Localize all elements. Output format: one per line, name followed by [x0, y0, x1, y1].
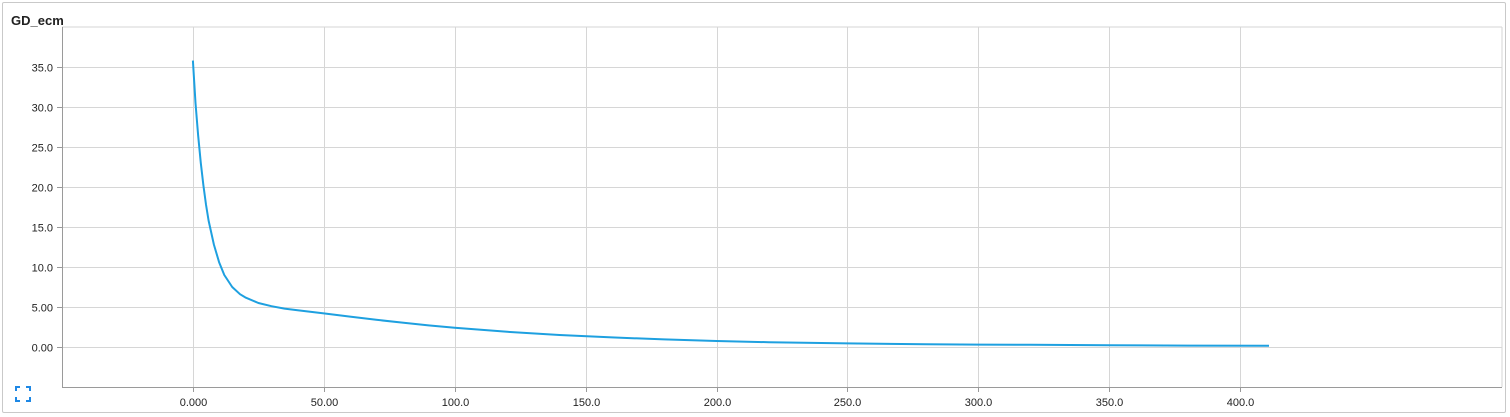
y-tick-label: 5.00	[32, 303, 53, 315]
y-tick-labels: 0.00 5.00 10.0 15.0 20.0 25.0 30.0 35.0	[32, 63, 53, 355]
y-tick-label: 35.0	[32, 63, 53, 75]
x-tick-label: 150.0	[573, 397, 601, 409]
x-tick-labels: 0.000 50.00 100.0 150.0 200.0 250.0 300.0 350.0…	[180, 397, 1255, 409]
fullscreen-expand-icon[interactable]	[15, 386, 31, 402]
series-group	[191, 60, 1270, 347]
x-tick-label: 200.0	[704, 397, 732, 409]
axes	[57, 27, 1502, 392]
chart-title: GD_ecm	[11, 13, 64, 28]
y-tick-label: 20.0	[32, 183, 53, 195]
x-tick-label: 300.0	[965, 397, 993, 409]
x-tick-label: 400.0	[1227, 397, 1255, 409]
y-tick-label: 15.0	[32, 223, 53, 235]
y-tick-label: 25.0	[32, 143, 53, 155]
y-tick-label: 30.0	[32, 103, 53, 115]
x-tick-label: 100.0	[442, 397, 470, 409]
series-line	[191, 60, 1270, 347]
x-tick-label: 0.000	[180, 397, 208, 409]
y-tick-label: 10.0	[32, 263, 53, 275]
grid-lines	[62, 26, 1503, 387]
x-tick-label: 250.0	[834, 397, 862, 409]
y-tick-label: 0.00	[32, 343, 53, 355]
x-tick-label: 50.00	[311, 397, 339, 409]
x-tick-label: 350.0	[1096, 397, 1124, 409]
